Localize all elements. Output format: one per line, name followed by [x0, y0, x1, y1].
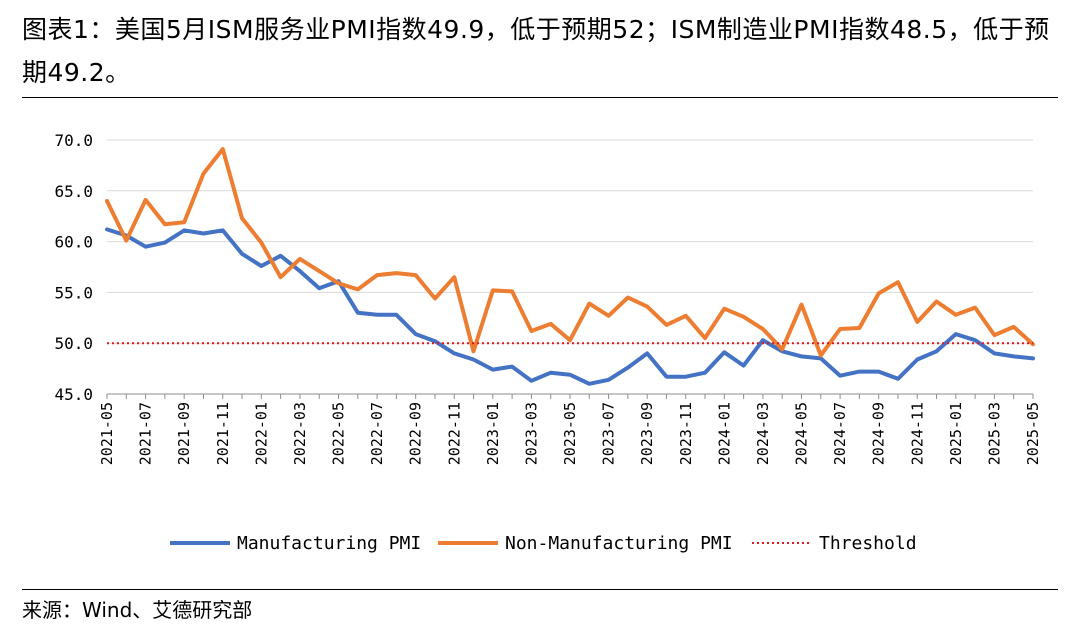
legend: Manufacturing PMI Non-Manufacturing PMI Th… — [170, 533, 917, 554]
x-tick-label: 2021-05 — [98, 402, 116, 465]
x-tick-label: 2025-01 — [947, 402, 965, 465]
pmi-line-chart: 70.065.060.055.050.045.0 2021-05 2021-07 2… — [54, 131, 1042, 554]
x-tick-label: 2024-01 — [715, 402, 733, 465]
x-tick-label: 2022-01 — [252, 402, 270, 465]
x-tick-label: 2024-09 — [870, 402, 888, 465]
x-tick-label: 2023-11 — [677, 402, 695, 465]
x-tick-label: 2022-03 — [291, 402, 309, 465]
series-line-manufacturing-pmi — [105, 227, 1035, 386]
x-tick-label: 2024-11 — [908, 402, 926, 465]
x-tick-label: 2024-05 — [793, 402, 811, 465]
x-tick-label: 2021-07 — [137, 402, 155, 465]
y-axis-ticks: 70.0 65.0 60.0 55.0 50.0 45.0 — [54, 131, 93, 404]
gridlines — [107, 139, 1033, 344]
x-tick-label: 2023-05 — [561, 402, 579, 465]
legend-label: Manufacturing PMI — [237, 533, 421, 554]
x-tick-label: 2023-01 — [484, 402, 502, 465]
x-axis: 2021-05 2021-07 2021-09 2021-11 2022-01 2022-… — [98, 393, 1042, 465]
x-tick-label: 2022-07 — [368, 402, 386, 465]
x-tick-label: 2023-09 — [638, 402, 656, 465]
x-tick-label: 2025-03 — [985, 402, 1003, 465]
x-tick-label: 2021-11 — [214, 402, 232, 465]
x-tick-label: 2024-03 — [754, 402, 772, 465]
y-tick-label: 60.0 — [54, 233, 93, 252]
legend-label: Threshold — [819, 533, 917, 554]
y-tick-label: 50.0 — [54, 334, 93, 353]
y-tick-label: 70.0 — [54, 131, 93, 150]
y-tick-label: 55.0 — [54, 283, 93, 302]
figure-title: 图表1：美国5月ISM服务业PMI指数49.9，低于预期52；ISM制造业PMI… — [22, 15, 1050, 87]
x-tick-label: 2022-09 — [407, 402, 425, 465]
x-tick-label: 2023-03 — [522, 402, 540, 465]
x-tick-label: 2022-11 — [445, 402, 463, 465]
x-tick-label: 2024-07 — [831, 402, 849, 465]
y-tick-label: 45.0 — [54, 385, 93, 404]
y-tick-label: 65.0 — [54, 182, 93, 201]
series-line-non-manufacturing-pmi — [105, 147, 1035, 358]
x-tick-label: 2022-05 — [330, 402, 348, 465]
x-tick-label: 2025-05 — [1024, 402, 1042, 465]
source-note: 来源：Wind、艾德研究部 — [22, 598, 253, 622]
title-rule — [22, 97, 1058, 98]
x-tick-label: 2021-09 — [175, 402, 193, 465]
source-rule — [22, 589, 1058, 590]
legend-label: Non-Manufacturing PMI — [505, 533, 733, 554]
x-tick-label: 2023-07 — [600, 402, 618, 465]
series-lines — [105, 147, 1035, 386]
